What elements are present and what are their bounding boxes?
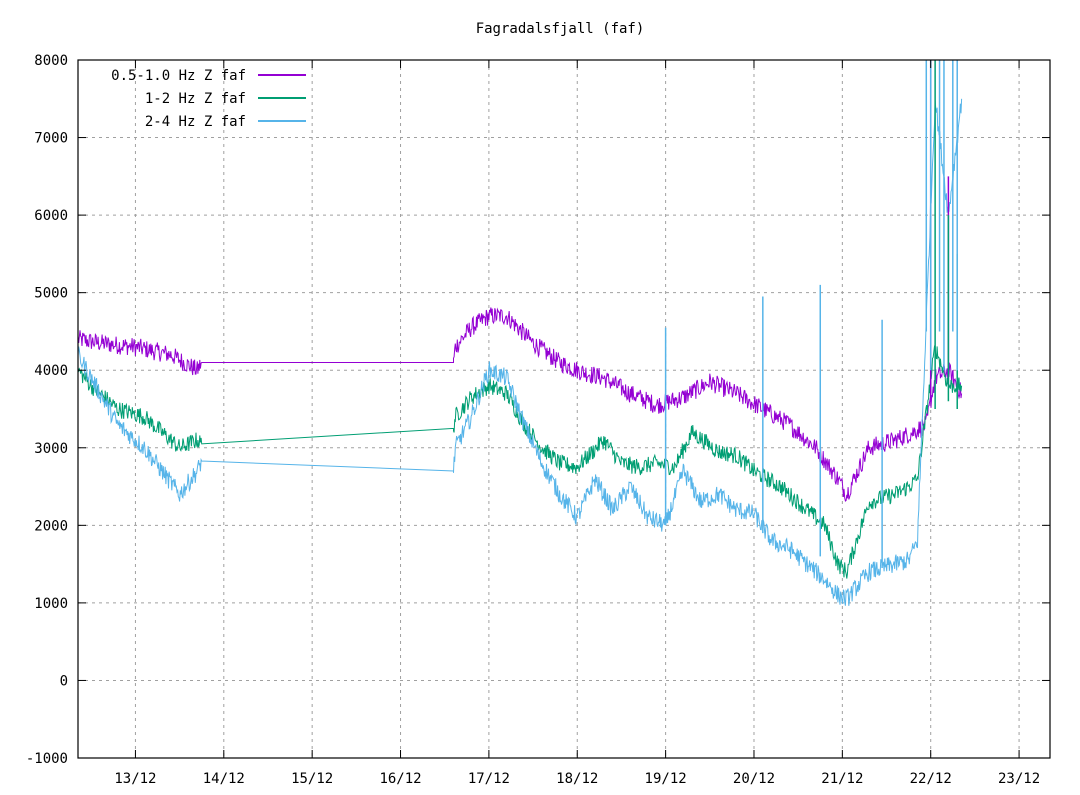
x-tick-label: 18/12 [556,771,598,787]
series-line [77,307,963,502]
axis-ticks: -1000 0 1000 2000 3000 4000 5000 6000 7000 8000 13… [26,53,1050,787]
legend-label: 2-4 Hz Z faf [145,114,246,130]
y-tick-label: 8000 [34,53,68,69]
x-tick-label: 19/12 [645,771,687,787]
x-tick-label: 15/12 [291,771,333,787]
legend-label: 0.5-1.0 Hz Z faf [111,68,246,84]
y-tick-label: 5000 [34,286,68,302]
y-tick-label: 1000 [34,596,68,612]
legend: 0.5-1.0 Hz Z faf 1-2 Hz Z faf 2-4 Hz Z faf [111,68,306,130]
series-line [77,345,963,579]
series-line [77,98,963,606]
y-tick-label: 2000 [34,518,68,534]
x-tick-label: 16/12 [379,771,421,787]
chart-title: Fagradalsfjall (faf) [476,21,645,37]
y-tick-label: 0 [60,673,68,689]
x-tick-label: 14/12 [203,771,245,787]
x-tick-label: 22/12 [910,771,952,787]
x-tick-label: 20/12 [733,771,775,787]
plot-area [77,60,963,606]
grid [78,60,1050,758]
x-tick-label: 17/12 [468,771,510,787]
legend-label: 1-2 Hz Z faf [145,91,246,107]
y-tick-label: 4000 [34,363,68,379]
x-tick-label: 21/12 [821,771,863,787]
x-tick-label: 23/12 [998,771,1040,787]
y-tick-label: -1000 [26,751,68,767]
y-tick-label: 6000 [34,208,68,224]
plot-frame [77,59,1051,759]
y-tick-label: 3000 [34,441,68,457]
y-tick-label: 7000 [34,131,68,147]
x-tick-label: 13/12 [114,771,156,787]
